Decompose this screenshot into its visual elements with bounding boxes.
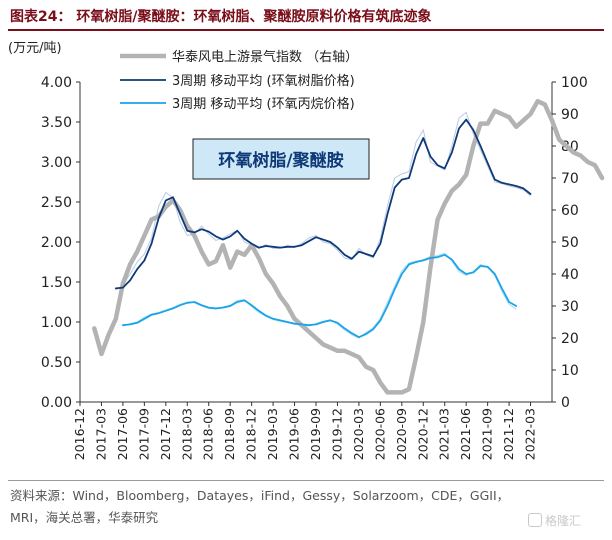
series-line-epoxy-ma3 [114,118,532,290]
watermark-logo-icon [528,513,542,527]
legend-label: 3周期 移动平均 (环氧丙烷价格) [172,96,355,112]
left-tick-label: 4.00 [41,75,72,91]
x-tick-label: 2020-03 [351,408,366,460]
x-tick-label: 2020-09 [394,408,409,460]
right-tick-label: 70 [561,171,579,187]
x-tick-label: 2018-03 [179,408,194,460]
chart-label-text: 环氧树脂/聚醚胺 [218,150,343,171]
dual-axis-line-chart: 0.00 0.50 1.00 1.50 2.00 2.50 3.00 3.50 4.00 0 10 2… [8,41,605,460]
right-tick-label: 40 [561,267,579,283]
series-line-pmi [92,98,605,395]
left-tick-label: 2.50 [41,195,72,211]
x-tick-label: 2022-03 [523,408,538,460]
watermark: 格隆汇 [528,512,581,529]
right-tick-label: 100 [561,75,588,91]
left-tick-label: 1.00 [41,315,72,331]
chart-label-box [192,138,370,180]
x-tick-label: 2018-12 [244,408,259,460]
legend: 华泰风电上游景气指数 （右轴） 3周期 移动平均 (环氧树脂价格) 3周期 移动平均… [120,49,358,112]
right-tick-label: 10 [561,363,579,379]
x-tick-label: 2019-12 [329,408,344,460]
x-tick-label: 2017-09 [136,408,151,460]
x-tick-label: 2019-09 [308,408,323,460]
x-tick-label: 2021-06 [458,408,473,460]
watermark-text: 格隆汇 [545,514,582,528]
right-tick-label: 60 [561,203,579,219]
x-tick-label: 2017-03 [93,408,108,460]
x-tick-label: 2018-09 [222,408,237,460]
left-tick-label: 2.00 [41,235,72,251]
series-line-pep-ma3 [122,253,518,339]
x-tick-label: 2021-03 [437,408,452,460]
figure-title: 图表24： 环氧树脂/聚醚胺：环氧树脂、聚醚胺原料价格有筑底迹象 [10,9,432,25]
box-label-layer: 环氧树脂/聚醚胺 [192,138,370,180]
x-tick-label: 2018-06 [201,408,216,460]
x-tick-label: 2019-03 [265,408,280,460]
title-rule [8,29,604,31]
left-axis-unit: (万元/吨) [8,41,62,56]
x-tick-label: 2016-12 [72,408,87,460]
right-tick-label: 30 [561,299,579,315]
x-tick-label: 2017-12 [158,408,173,460]
axes-layer: 0.00 0.50 1.00 1.50 2.00 2.50 3.00 3.50 4.00 0 10 2… [8,41,588,460]
source-note: 资料来源：Wind，Bloomberg，Datayes，iFind，Gessy，… [10,488,510,525]
x-tick-label: 2020-06 [372,408,387,460]
left-tick-label: 3.50 [41,115,72,131]
legend-label: 3周期 移动平均 (环氧树脂价格) [172,73,355,89]
right-tick-label: 90 [561,107,579,123]
x-tick-label: 2020-12 [415,408,430,460]
legend-label: 华泰风电上游景气指数 （右轴） [172,49,358,65]
left-tick-label: 3.00 [41,155,72,171]
series-layer [92,98,605,395]
source-rule [8,480,604,481]
right-tick-label: 0 [561,395,570,411]
x-tick-label: 2021-12 [501,408,516,460]
left-tick-label: 0.50 [41,355,72,371]
right-tick-label: 50 [561,235,579,251]
x-tick-label: 2021-09 [480,408,495,460]
left-tick-label: 0.00 [41,395,72,411]
right-tick-label: 20 [561,331,579,347]
x-tick-label: 2017-06 [115,408,130,460]
left-tick-label: 1.50 [41,275,72,291]
raw-price-line-epoxy [115,111,531,291]
x-tick-label: 2019-06 [287,408,302,460]
